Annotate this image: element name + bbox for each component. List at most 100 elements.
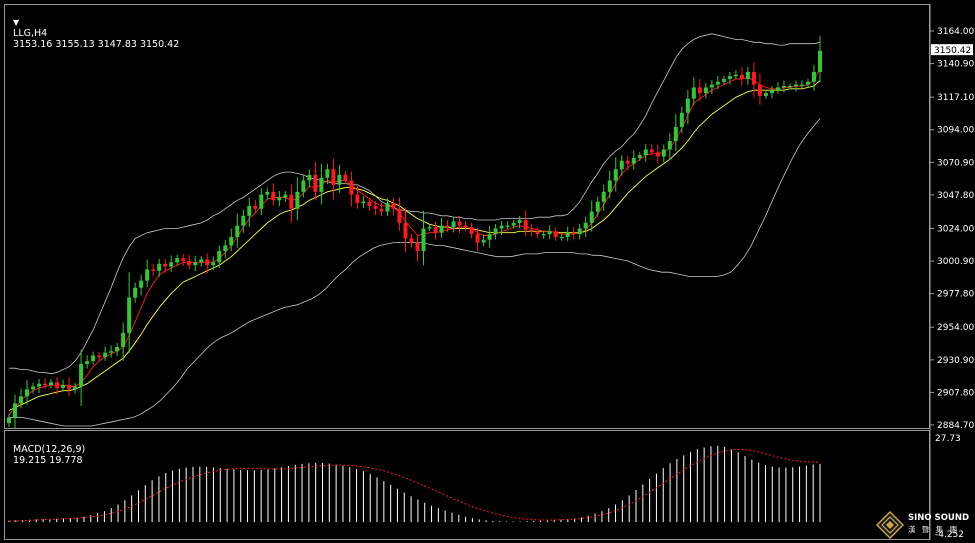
price-tick-label: 3140.90	[937, 60, 974, 70]
bear-candle	[379, 208, 384, 212]
bull-candle	[31, 386, 36, 390]
price-axis: 3164.00 3140.90 3117.10 3094.00 3070.90 3047.…	[930, 27, 974, 431]
bear-candle	[151, 269, 156, 271]
bull-candle	[145, 269, 150, 281]
bull-candle	[85, 361, 90, 364]
bull-candle	[637, 155, 642, 158]
chevron-down-icon[interactable]: ▼	[13, 18, 20, 27]
bull-candle	[547, 231, 552, 235]
bull-candle	[49, 382, 54, 386]
bull-candle	[283, 194, 288, 198]
lower-band-line	[9, 118, 821, 427]
bull-candle	[133, 287, 138, 298]
bear-candle	[475, 234, 480, 243]
price-tick-label: 2884.70	[937, 421, 974, 431]
bear-candle	[697, 87, 702, 94]
bull-candle	[199, 259, 204, 263]
bear-candle	[739, 74, 744, 79]
bear-candle	[415, 242, 420, 252]
bull-candle	[679, 112, 684, 127]
bull-candle	[487, 234, 492, 240]
macd-header: MACD(12,26,9) 19.215 19.778	[7, 433, 85, 466]
bull-candle	[217, 251, 222, 263]
bear-candle	[433, 227, 438, 233]
bear-candle	[163, 263, 168, 267]
bull-candle	[91, 355, 96, 362]
bull-candle	[673, 126, 678, 142]
candles	[7, 35, 822, 429]
bull-candle	[787, 86, 792, 88]
bull-candle	[247, 205, 252, 216]
bear-candle	[409, 238, 414, 243]
bull-candle	[661, 149, 666, 157]
price-tick-label: 3047.80	[937, 191, 974, 201]
bull-candle	[733, 74, 738, 77]
price-tick-label: 3000.90	[937, 257, 974, 267]
bull-candle	[25, 389, 30, 397]
bull-candle	[595, 201, 600, 212]
bear-candle	[187, 260, 192, 266]
upper-band-line	[9, 33, 821, 375]
bull-candle	[319, 177, 324, 192]
bull-candle	[505, 225, 510, 227]
bull-candle	[37, 383, 42, 387]
symbol-timeframe: LLG,H4	[13, 28, 48, 39]
bear-candle	[253, 205, 258, 209]
bull-candle	[799, 84, 804, 86]
bull-candle	[103, 352, 108, 357]
bull-candle	[685, 98, 690, 113]
bear-candle	[97, 355, 102, 357]
bear-candle	[403, 222, 408, 239]
bull-candle	[781, 86, 786, 88]
bull-candle	[307, 174, 312, 181]
bull-candle	[811, 71, 816, 82]
bull-candle	[337, 174, 342, 185]
bull-candle	[421, 228, 426, 252]
macd-axis-top: 27.73	[935, 434, 961, 444]
bear-candle	[349, 180, 354, 195]
macd-values: 19.215 19.778	[13, 455, 83, 466]
current-price-marker: 3150.42	[931, 44, 973, 56]
macd-label: MACD(12,26,9)	[13, 444, 86, 455]
bull-candle	[619, 160, 624, 170]
bull-candle	[229, 236, 234, 246]
bear-candle	[391, 203, 396, 209]
bull-candle	[301, 180, 306, 192]
bear-candle	[649, 149, 654, 153]
bollinger-bands	[9, 33, 821, 427]
bull-candle	[818, 50, 822, 72]
price-tick-label: 3094.00	[937, 126, 974, 136]
bull-candle	[211, 262, 216, 266]
bull-candle	[61, 385, 66, 388]
bear-candle	[289, 194, 294, 209]
bull-candle	[703, 87, 708, 94]
bull-candle	[727, 76, 732, 79]
bull-candle	[589, 211, 594, 223]
bear-candle	[457, 221, 462, 226]
bull-candle	[481, 239, 486, 243]
bear-candle	[355, 194, 360, 204]
bear-candle	[181, 258, 186, 261]
bull-candle	[793, 84, 798, 87]
bear-candle	[571, 232, 576, 235]
bull-candle	[139, 280, 144, 288]
bear-candle	[655, 152, 660, 157]
logo-sub: 漢 聲 集 團	[908, 525, 960, 534]
logo-name: SINO SOUND	[908, 513, 970, 523]
ma-fast-line	[8, 68, 821, 415]
bear-candle	[43, 383, 48, 386]
bull-candle	[709, 84, 714, 88]
bull-candle	[223, 245, 228, 252]
bear-candle	[553, 231, 558, 237]
bear-candle	[343, 174, 348, 181]
bull-candle	[607, 180, 612, 192]
macd-indicator	[8, 445, 821, 523]
bull-candle	[775, 87, 780, 91]
bull-candle	[73, 386, 78, 390]
bear-candle	[529, 229, 534, 232]
current-price-label: 3150.42	[934, 46, 971, 56]
bull-candle	[19, 396, 24, 404]
bear-candle	[397, 208, 402, 223]
bear-candle	[67, 385, 72, 390]
bull-candle	[361, 201, 366, 204]
